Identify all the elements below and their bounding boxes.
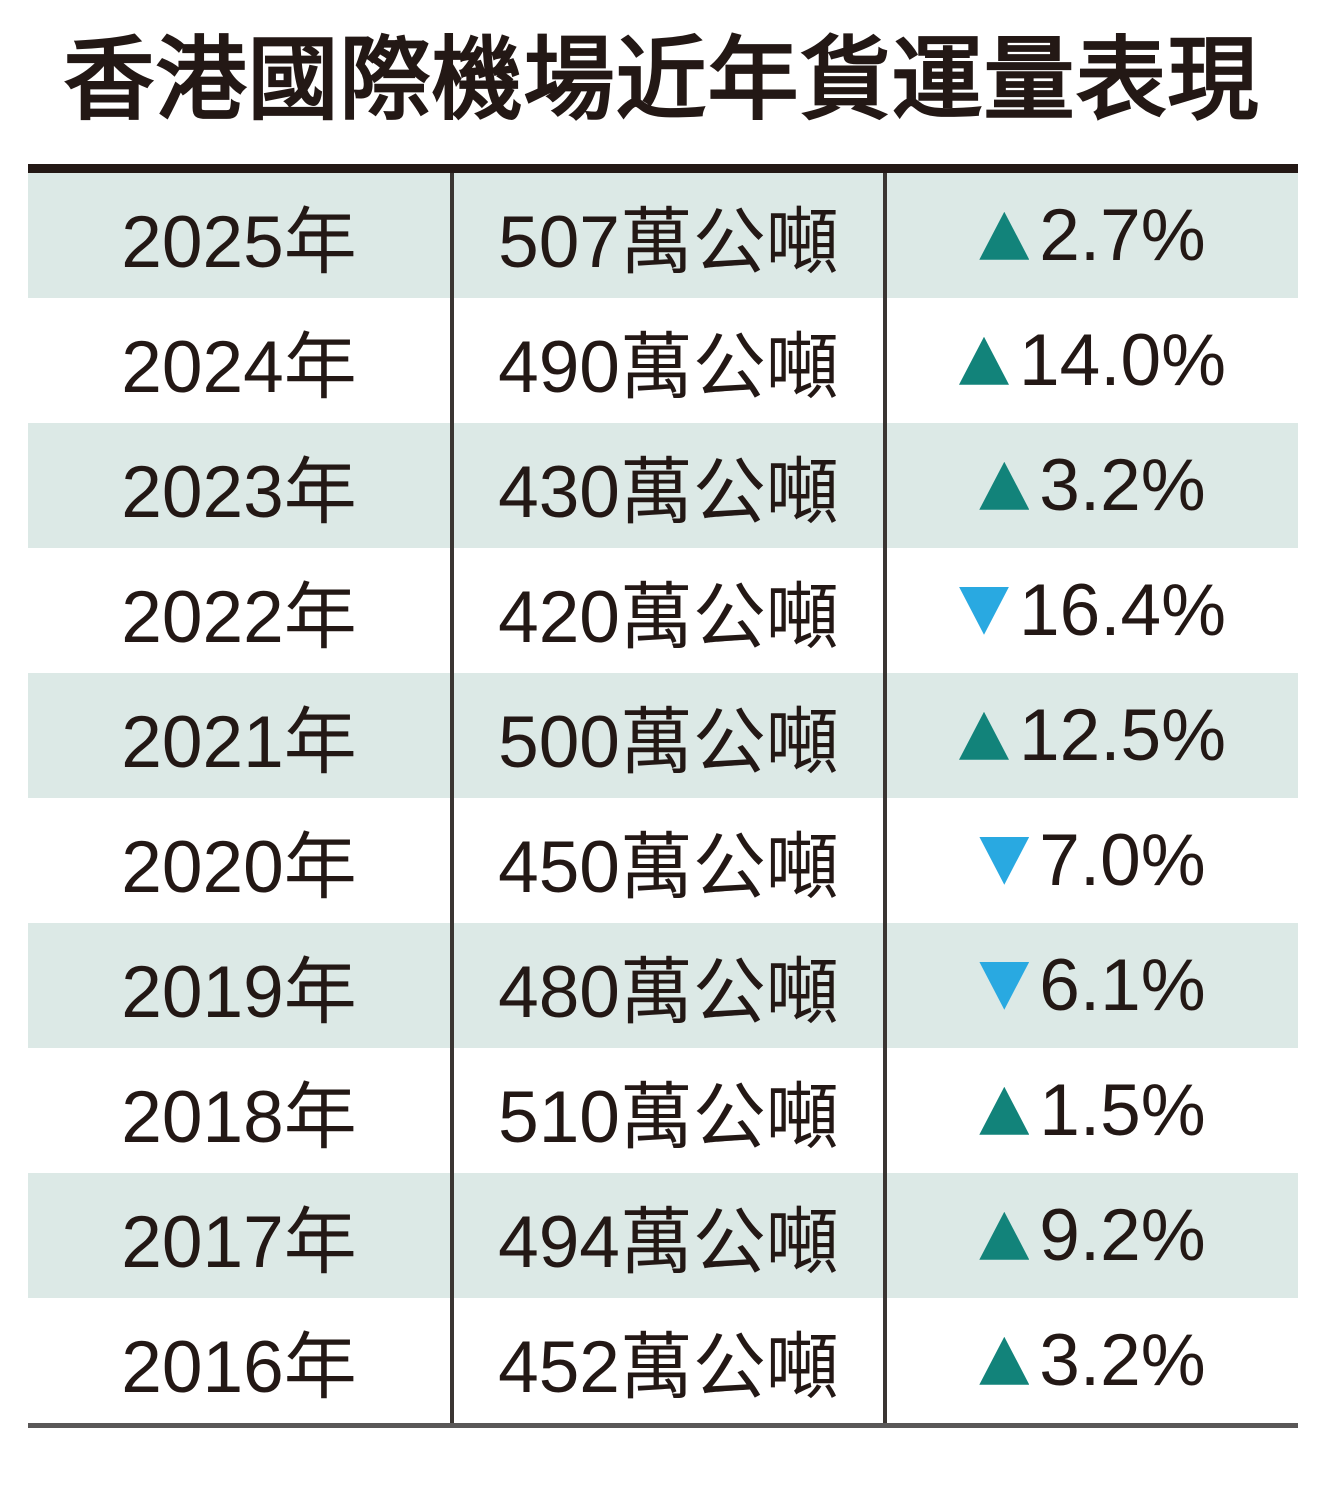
up-triangle-icon xyxy=(979,1336,1030,1385)
change-cell: 12.5% xyxy=(883,673,1298,799)
down-triangle-icon xyxy=(979,836,1030,885)
table-row: 2018年 510萬公噸 1.5% xyxy=(28,1048,1298,1174)
page-title: 香港國際機場近年貨運量表現 xyxy=(63,30,1260,131)
change-value: 14.0% xyxy=(1019,320,1226,402)
year-cell: 2025年 xyxy=(121,201,357,283)
change-value: 7.0% xyxy=(1039,820,1206,902)
change-cell: 7.0% xyxy=(883,798,1298,924)
up-triangle-icon xyxy=(959,711,1009,760)
change-cell: 6.1% xyxy=(883,923,1298,1049)
cargo-table: 2025年 507萬公噸 2.7% 2024年 490萬公噸 14.0% 202… xyxy=(28,164,1298,1429)
volume-cell: 430萬公噸 xyxy=(450,423,883,549)
up-triangle-icon xyxy=(979,461,1030,510)
volume-cell: 490萬公噸 xyxy=(450,298,883,424)
change-cell: 16.4% xyxy=(883,548,1298,674)
table-row: 2024年 490萬公噸 14.0% xyxy=(28,298,1298,424)
table-row: 2022年 420萬公噸 16.4% xyxy=(28,548,1298,674)
change-value: 16.4% xyxy=(1019,570,1226,652)
volume-cell: 480萬公噸 xyxy=(450,923,883,1049)
change-value: 2.7% xyxy=(1039,195,1206,277)
table-row: 2019年 480萬公噸 6.1% xyxy=(28,923,1298,1049)
volume-cell: 510萬公噸 xyxy=(450,1048,883,1174)
change-cell: 14.0% xyxy=(883,298,1298,424)
cargo-infographic: 香港國際機場近年貨運量表現 2025年 507萬公噸 2.7% 2024年 49… xyxy=(0,26,1323,1500)
table-row: 2021年 500萬公噸 12.5% xyxy=(28,673,1298,799)
volume-cell: 507萬公噸 xyxy=(450,173,883,299)
table-row: 2017年 494萬公噸 9.2% xyxy=(28,1173,1298,1299)
change-value: 9.2% xyxy=(1039,1195,1206,1277)
year-cell: 2021年 xyxy=(121,701,357,783)
year-cell: 2017年 xyxy=(121,1201,357,1283)
change-value: 3.2% xyxy=(1039,445,1206,527)
change-value: 6.1% xyxy=(1039,945,1206,1027)
table-row: 2016年 452萬公噸 3.2% xyxy=(28,1298,1298,1424)
year-cell: 2024年 xyxy=(121,326,357,408)
change-value: 1.5% xyxy=(1039,1070,1206,1152)
change-cell: 3.2% xyxy=(883,423,1298,549)
down-triangle-icon xyxy=(979,961,1030,1010)
year-cell: 2023年 xyxy=(121,451,357,533)
up-triangle-icon xyxy=(979,211,1030,260)
year-cell: 2016年 xyxy=(121,1326,357,1408)
change-cell: 2.7% xyxy=(883,173,1298,299)
volume-cell: 500萬公噸 xyxy=(450,673,883,799)
year-cell: 2022年 xyxy=(121,576,357,658)
volume-cell: 494萬公噸 xyxy=(450,1173,883,1299)
year-cell: 2018年 xyxy=(121,1076,357,1158)
up-triangle-icon xyxy=(959,336,1009,385)
volume-cell: 450萬公噸 xyxy=(450,798,883,924)
change-value: 3.2% xyxy=(1039,1320,1206,1402)
change-value: 12.5% xyxy=(1019,695,1226,777)
volume-cell: 420萬公噸 xyxy=(450,548,883,674)
table-row: 2025年 507萬公噸 2.7% xyxy=(28,173,1298,299)
change-cell: 3.2% xyxy=(883,1298,1298,1424)
year-cell: 2019年 xyxy=(121,951,357,1033)
table-row: 2020年 450萬公噸 7.0% xyxy=(28,798,1298,924)
year-cell: 2020年 xyxy=(121,826,357,908)
change-cell: 1.5% xyxy=(883,1048,1298,1174)
down-triangle-icon xyxy=(959,586,1009,635)
up-triangle-icon xyxy=(979,1211,1030,1260)
change-cell: 9.2% xyxy=(883,1173,1298,1299)
volume-cell: 452萬公噸 xyxy=(450,1298,883,1424)
table-row: 2023年 430萬公噸 3.2% xyxy=(28,423,1298,549)
up-triangle-icon xyxy=(979,1086,1030,1135)
